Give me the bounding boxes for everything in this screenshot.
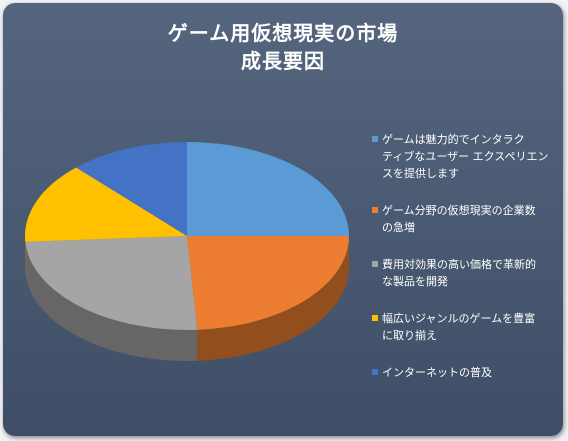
legend-label: の急増 [382,221,415,234]
legend-label: インターネットの普及 [382,366,492,379]
legend-item: ゲームは魅力的でインタラクティブなユーザー エクスペリエン スを提供します [372,131,562,182]
chart-title-line1: ゲーム用仮想現実の市場 [167,21,399,45]
legend-label: ゲーム分野の仮想現実の企業数 [382,204,536,217]
legend-label: 費用対効果の高い価格で革新的 [382,258,536,271]
legend-item: 幅広いジャンルのゲームを豊富 に取り揃え [372,310,562,344]
legend-label: な製品を開発 [382,275,448,288]
pie-slice-2 [187,236,349,330]
pie-slice-side-2 [197,236,349,361]
pie-slice-side-3 [25,241,198,362]
chart-title-line2: 成長要因 [241,49,325,73]
legend-label: ゲームは魅力的でインタラク [382,133,525,146]
legend-swatch [372,369,378,375]
legend-swatch [372,136,378,142]
pie-slice-5 [76,142,187,236]
legend-label: に取り揃え [382,329,437,342]
legend-label: 幅広いジャンルのゲームを豊富 [382,312,536,325]
pie-slice-4 [25,167,187,242]
legend-item: ゲーム分野の仮想現実の企業数 の急増 [372,202,562,236]
legend-label: ティブなユーザー エクスペリエン [382,150,549,163]
pie-slice-1 [187,142,349,236]
legend-label: スを提供します [382,167,459,180]
pie-slice-3 [25,236,198,330]
chart-legend: ゲームは魅力的でインタラクティブなユーザー エクスペリエン スを提供しますゲーム分… [372,131,562,401]
chart-card: ゲーム用仮想現実の市場 成長要因 ゲームは魅力的でインタラクティブなユーザー エ… [3,3,563,436]
legend-item: インターネットの普及 [372,364,562,381]
legend-swatch [372,261,378,267]
pie-chart [25,142,349,362]
legend-item: 費用対効果の高い価格で革新的 な製品を開発 [372,256,562,290]
legend-swatch [372,207,378,213]
legend-swatch [372,315,378,321]
